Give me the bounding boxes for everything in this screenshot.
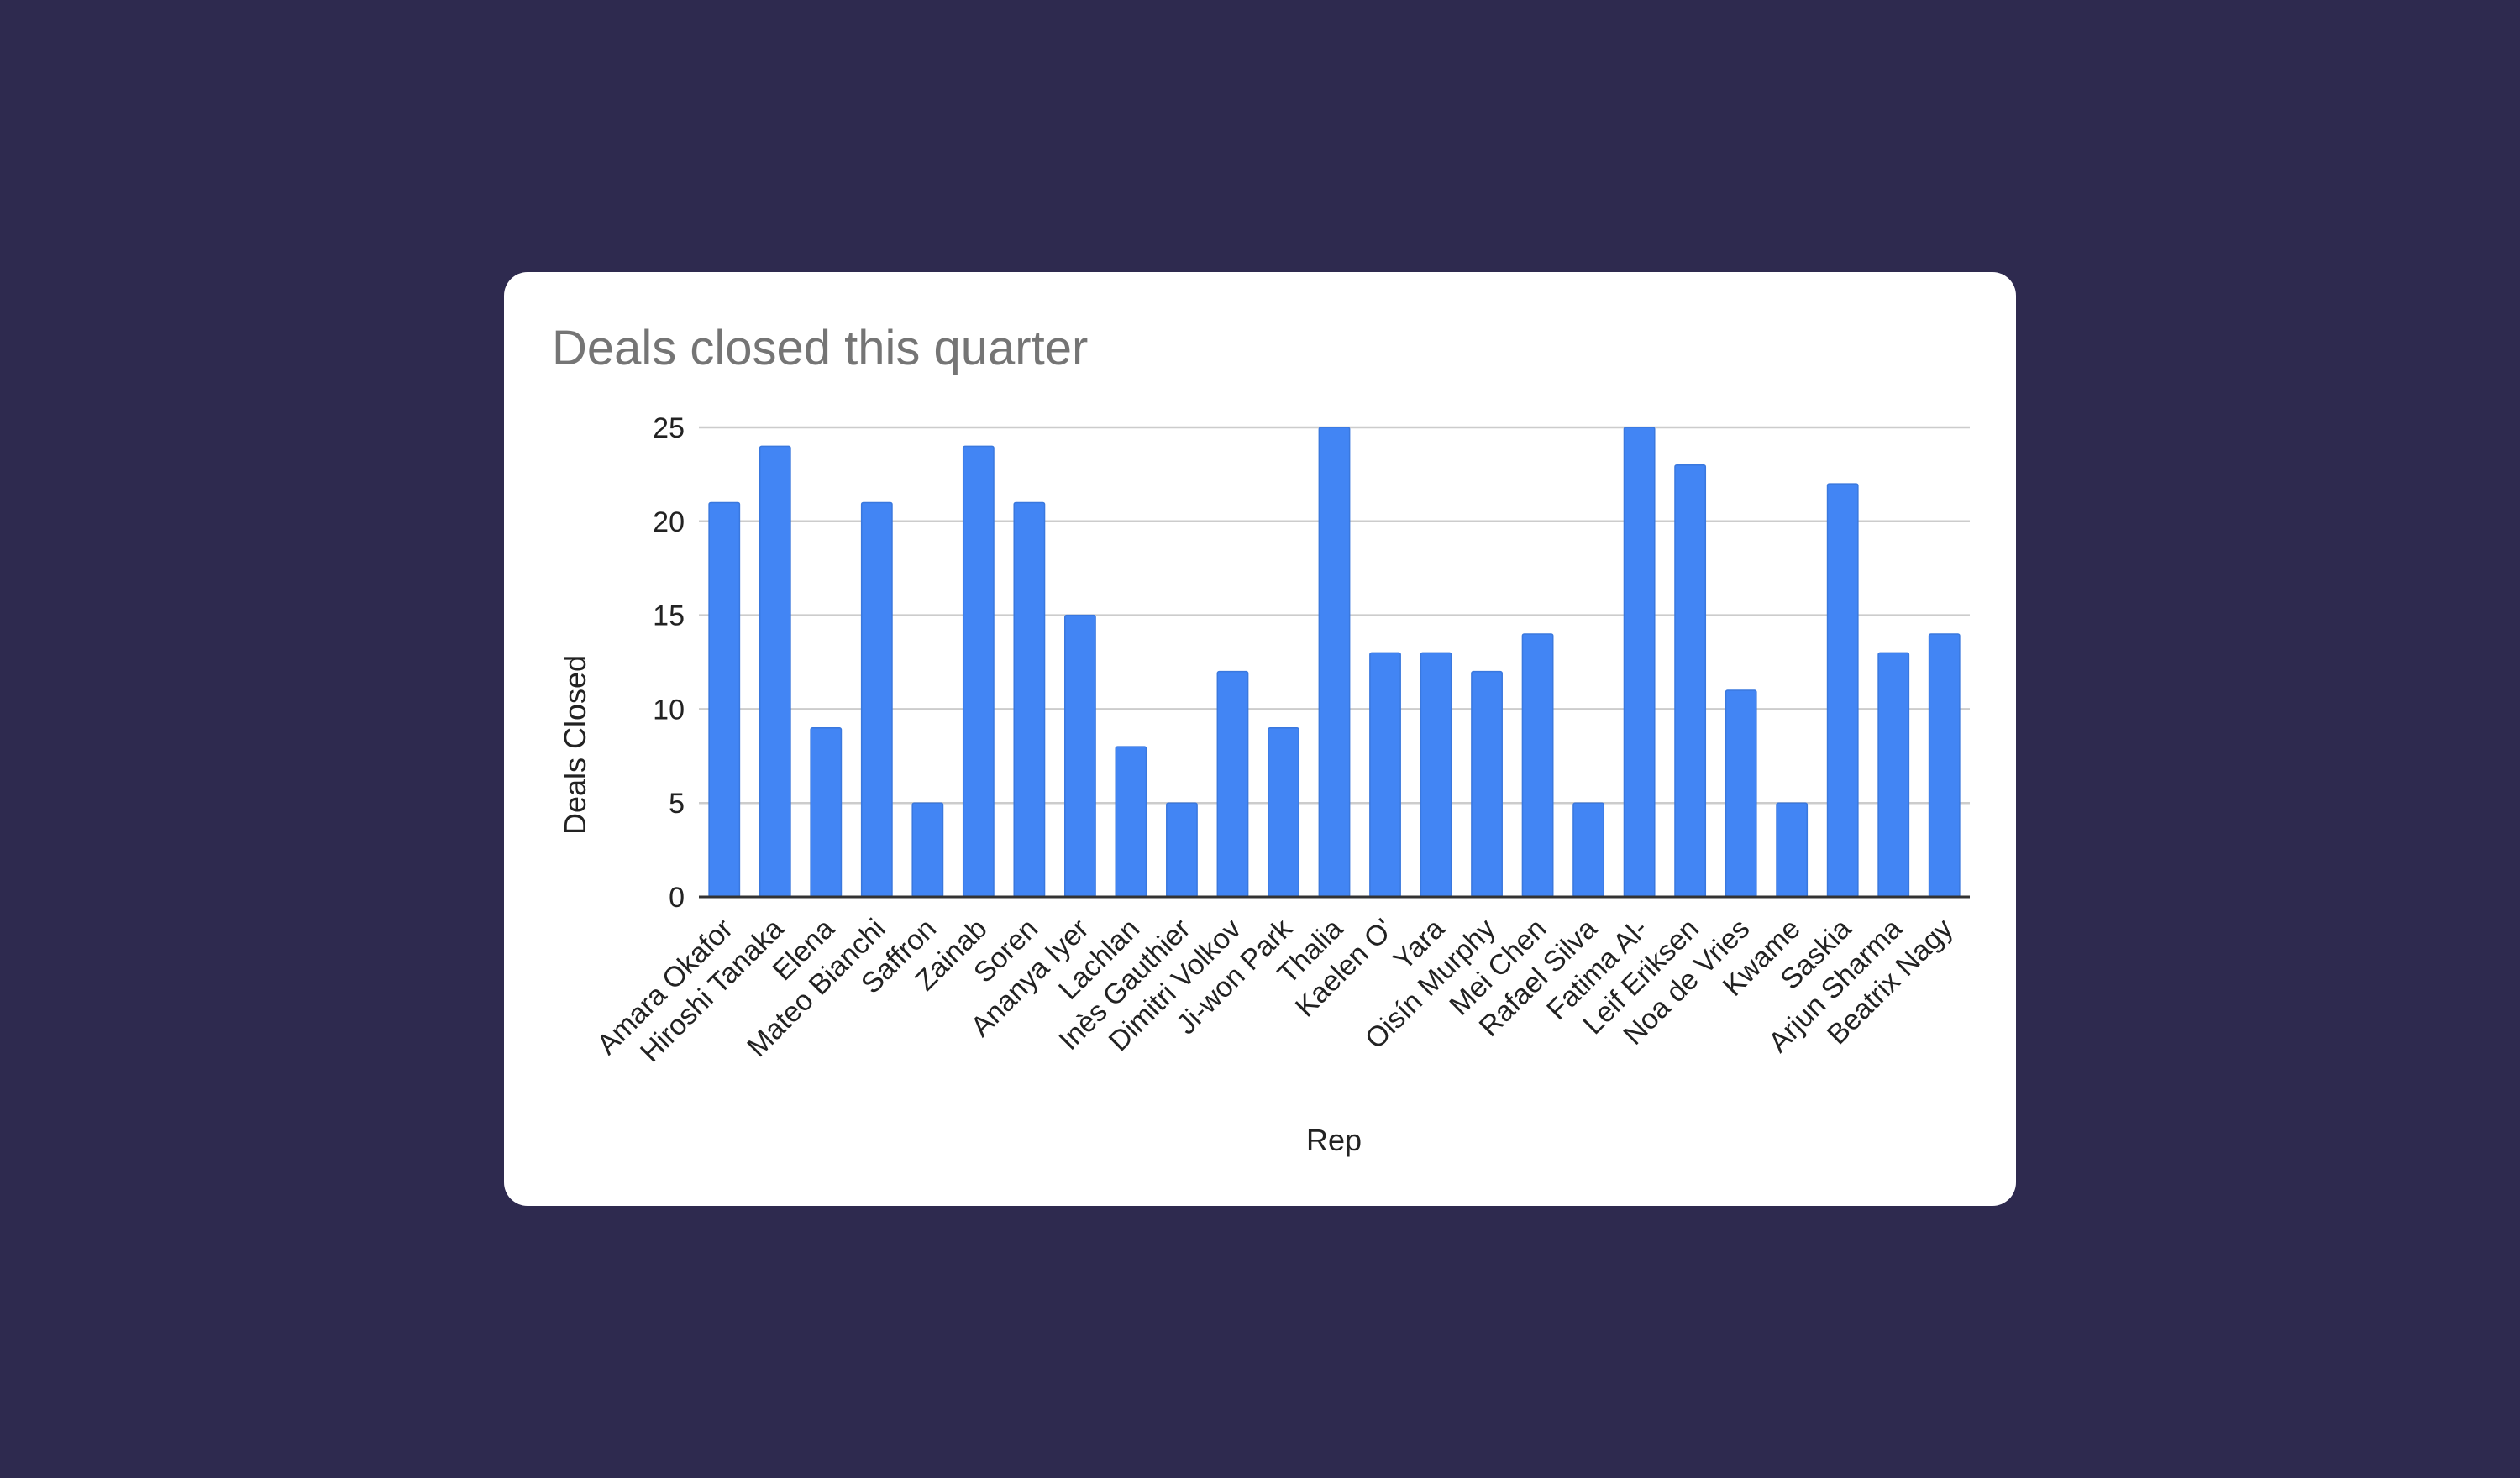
x-axis-title: Rep (1306, 1123, 1362, 1157)
bar (1063, 614, 1096, 898)
bar (759, 445, 791, 898)
y-tick-label: 10 (653, 694, 685, 726)
bar (1623, 427, 1656, 898)
bar (1013, 501, 1046, 898)
bar (1877, 652, 1910, 898)
bar (1521, 633, 1554, 898)
bar (1369, 652, 1401, 898)
bar (860, 501, 893, 898)
bar (1572, 802, 1605, 898)
chart-title: Deals closed this quarter (552, 321, 1088, 375)
bar (1216, 670, 1249, 898)
bar (1826, 483, 1859, 898)
bar (1115, 746, 1147, 898)
chart-card: Deals closed this quarter 0 5 10 15 20 25 Ama… (504, 272, 2016, 1206)
bar (1318, 427, 1351, 898)
bar (1420, 652, 1452, 898)
y-tick-label: 25 (653, 412, 685, 444)
y-tick-label: 15 (653, 600, 685, 632)
bar (810, 727, 843, 898)
bar (1268, 727, 1299, 898)
bar-chart: Deals closed this quarter 0 5 10 15 20 25 Ama… (552, 321, 1970, 1157)
y-axis-title: Deals Closed (558, 655, 592, 835)
bar (1166, 802, 1198, 898)
bar (911, 802, 944, 898)
bar (1674, 464, 1707, 898)
bar (962, 445, 995, 898)
bar (708, 501, 741, 898)
y-tick-label: 20 (653, 506, 685, 538)
bars (708, 427, 1961, 898)
bar (1928, 633, 1961, 898)
bar (1776, 802, 1809, 898)
y-tick-label: 0 (669, 882, 685, 914)
bar (1471, 670, 1503, 898)
bar (1725, 689, 1757, 898)
y-tick-label: 5 (669, 788, 685, 820)
y-axis-ticks: 0 5 10 15 20 25 (653, 412, 685, 914)
